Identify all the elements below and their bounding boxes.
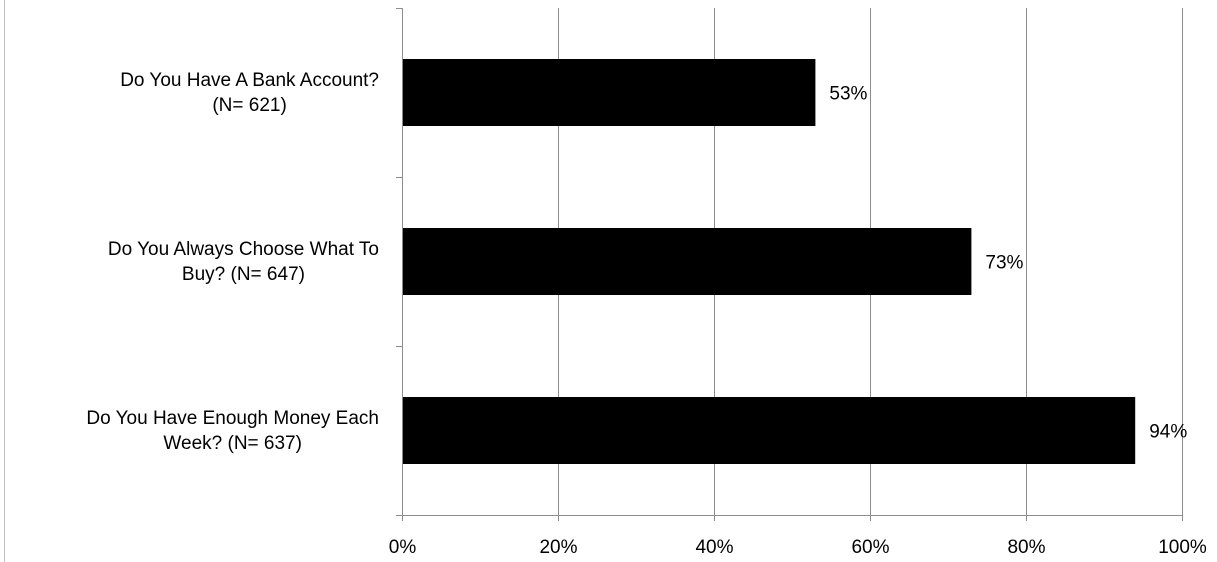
x-tick-label-40: 40% (695, 537, 733, 558)
category-label-line: Buy? (N= 647) (182, 264, 305, 285)
category-label-2: Do You Always Choose What To Buy? (N= 647… (108, 239, 379, 285)
data-label-3: 94% (1149, 422, 1187, 443)
category-label-line: Week? (N= 637) (163, 433, 302, 454)
data-label-2: 73% (985, 253, 1023, 274)
category-label-line: Do You Always Choose What To (108, 239, 379, 260)
bar-2 (402, 228, 971, 295)
x-tick-label-0: 0% (389, 537, 417, 558)
category-label-line: (N= 621) (212, 95, 286, 116)
bar-1 (402, 59, 815, 126)
x-tick-label-60: 60% (851, 537, 889, 558)
category-label-line: Do You Have A Bank Account? (120, 70, 379, 91)
category-label-3: Do You Have Enough Money Each Week? (N= 6… (86, 408, 379, 454)
category-label-1: Do You Have A Bank Account? (N= 621) (120, 70, 379, 116)
x-tick-label-20: 20% (539, 537, 577, 558)
bars (402, 59, 1135, 464)
labels: 53% Do You Have A Bank Account? (N= 621) 73… (86, 70, 1207, 558)
bar-3 (402, 397, 1135, 464)
x-tick-label-80: 80% (1007, 537, 1045, 558)
data-label-1: 53% (829, 84, 867, 105)
category-label-line: Do You Have Enough Money Each (86, 408, 379, 429)
x-tick-label-100: 100% (1158, 537, 1207, 558)
